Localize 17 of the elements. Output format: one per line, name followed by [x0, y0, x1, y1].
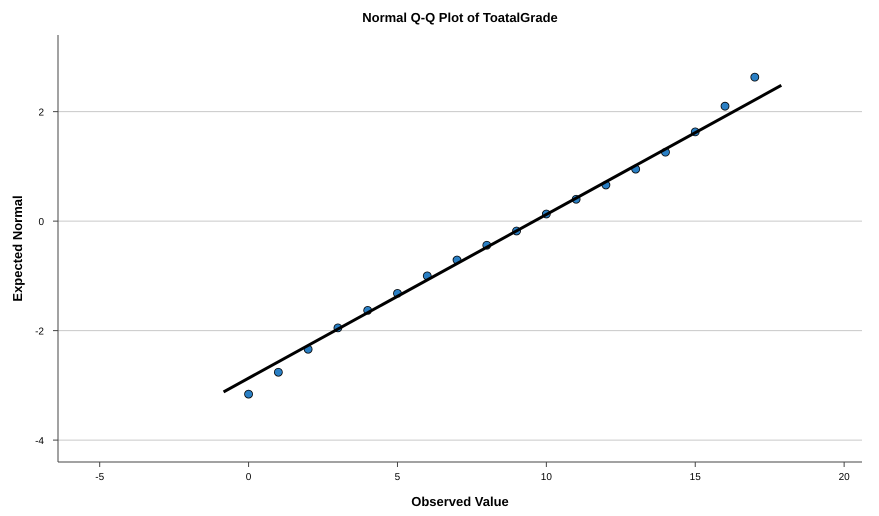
y-axis-title: Expected Normal [10, 195, 25, 302]
x-tick-label: 20 [838, 472, 850, 483]
chart-title: Normal Q-Q Plot of ToatalGrade [362, 10, 558, 25]
x-tick-label: 0 [246, 472, 252, 483]
point [274, 368, 283, 377]
x-axis-title: Observed Value [411, 494, 509, 509]
point [720, 102, 730, 111]
y-tick-label: -2 [35, 326, 44, 338]
point [750, 72, 760, 82]
point [244, 390, 253, 399]
x-tick-label: 5 [394, 472, 401, 483]
x-tick-label: 10 [540, 472, 552, 483]
x-tick-label: -5 [95, 472, 105, 483]
y-tick-label: 0 [38, 217, 44, 228]
y-tick-label: 2 [38, 108, 44, 119]
y-tick-label: -4 [35, 436, 44, 448]
x-tick-label: 15 [690, 472, 702, 483]
